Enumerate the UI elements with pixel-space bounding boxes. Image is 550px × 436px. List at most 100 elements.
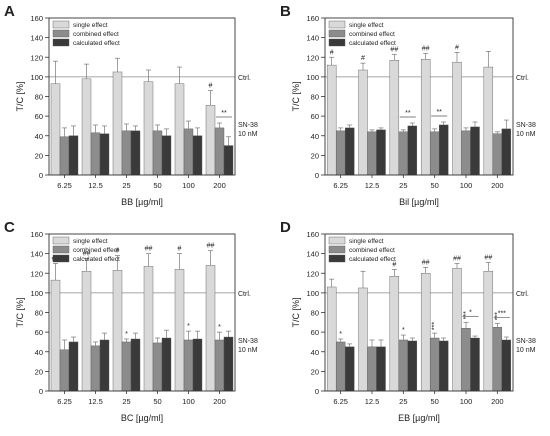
side-label: 10 nM: [238, 347, 258, 354]
x-tick-label: 50: [153, 181, 161, 190]
y-axis-label: T/C [%]: [15, 297, 25, 327]
bar: [376, 129, 386, 176]
legend-label: calculated effect: [73, 256, 120, 263]
bar: [192, 135, 203, 176]
bar: [205, 105, 216, 176]
side-label: 10 nM: [516, 347, 536, 354]
bar: [90, 345, 101, 392]
plot-frame: [324, 233, 514, 392]
significance-marker: **: [405, 110, 411, 117]
significance-marker: ##: [390, 46, 398, 53]
bar: [112, 270, 123, 392]
significance-marker: *: [469, 309, 472, 316]
x-axis-label: Bil [µg/ml]: [399, 197, 439, 207]
y-tick-label: 100: [306, 289, 319, 298]
panel-letter: D: [280, 219, 291, 236]
legend-label: single effect: [73, 22, 108, 29]
bar: [501, 128, 512, 176]
bar: [367, 346, 377, 392]
legend-swatch: [328, 29, 346, 38]
x-tick-label: 12.5: [365, 397, 380, 406]
x-tick-label: 25: [399, 181, 407, 190]
bar: [389, 59, 400, 176]
significance-marker: #: [455, 44, 459, 51]
plot-frame: [48, 233, 236, 392]
bar: [398, 339, 409, 392]
y-tick-label: 60: [35, 328, 43, 337]
bar: [112, 71, 123, 176]
bar: [130, 130, 141, 176]
significance-marker: ##: [422, 45, 430, 52]
bar: [438, 124, 449, 176]
bar: [367, 131, 377, 176]
y-tick-label: 0: [39, 171, 43, 180]
y-tick-label: 40: [311, 348, 319, 357]
y-tick-label: 20: [35, 367, 43, 376]
y-tick-label: 120: [306, 269, 319, 278]
side-label: SN-38: [238, 338, 258, 345]
bar: [358, 69, 368, 176]
x-tick-label: 12.5: [365, 181, 380, 190]
legend-label: combined effect: [73, 31, 119, 38]
x-tick-label: 50: [430, 181, 438, 190]
significance-marker: ***: [498, 310, 506, 317]
x-tick-label: 6.25: [57, 181, 72, 190]
bar: [99, 133, 110, 176]
significance-marker: ##: [453, 255, 461, 262]
bar: [143, 266, 154, 392]
significance-marker: *: [187, 323, 190, 330]
plot-frame: [324, 17, 514, 176]
bar: [420, 59, 431, 176]
x-tick-label: 200: [491, 181, 504, 190]
y-tick-label: 140: [306, 250, 319, 259]
significance-marker: *: [218, 324, 221, 331]
bar: [483, 66, 494, 176]
bar: [99, 339, 110, 392]
legend-label: combined effect: [349, 247, 395, 254]
y-tick-label: 60: [311, 112, 319, 121]
y-tick-label: 120: [30, 269, 43, 278]
bar: [59, 349, 70, 392]
y-tick-label: 80: [35, 309, 43, 318]
y-tick-label: 160: [306, 14, 319, 23]
legend-swatch: [52, 38, 70, 47]
legend-label: single effect: [349, 238, 384, 245]
y-tick-label: 20: [311, 151, 319, 160]
y-tick-label: 140: [30, 250, 43, 259]
y-tick-label: 40: [35, 132, 43, 141]
x-tick-label: 200: [213, 397, 226, 406]
bar: [492, 133, 503, 176]
bar: [420, 273, 431, 392]
significance-marker: #: [392, 261, 396, 268]
y-tick-label: 80: [311, 309, 319, 318]
x-tick-label: 50: [153, 397, 161, 406]
legend-swatch: [52, 254, 70, 263]
legend-label: calculated effect: [349, 256, 396, 263]
significance-marker: ***: [432, 322, 439, 330]
bar: [59, 136, 70, 176]
bar: [174, 269, 185, 392]
legend: single effect combined effect calculated e…: [328, 20, 396, 47]
legend: single effect combined effect calculated e…: [52, 20, 120, 47]
bar: [81, 78, 92, 176]
significance-marker: ##: [207, 243, 215, 250]
bar: [50, 83, 61, 176]
x-tick-label: 25: [399, 397, 407, 406]
bar: [452, 268, 462, 392]
x-tick-label: 100: [460, 397, 473, 406]
legend-label: calculated effect: [349, 40, 396, 47]
bar: [161, 135, 172, 176]
y-tick-label: 0: [315, 171, 319, 180]
bar: [183, 339, 194, 392]
legend-label: combined effect: [349, 31, 395, 38]
bar: [214, 127, 225, 176]
significance-marker: ##: [422, 259, 430, 266]
side-label: SN-38: [238, 122, 258, 129]
y-tick-label: 0: [39, 387, 43, 396]
bar: [223, 145, 234, 176]
x-tick-label: 200: [213, 181, 226, 190]
bar: [461, 328, 471, 392]
y-tick-label: 160: [306, 230, 319, 239]
bar: [358, 287, 368, 392]
y-tick-label: 160: [30, 14, 43, 23]
